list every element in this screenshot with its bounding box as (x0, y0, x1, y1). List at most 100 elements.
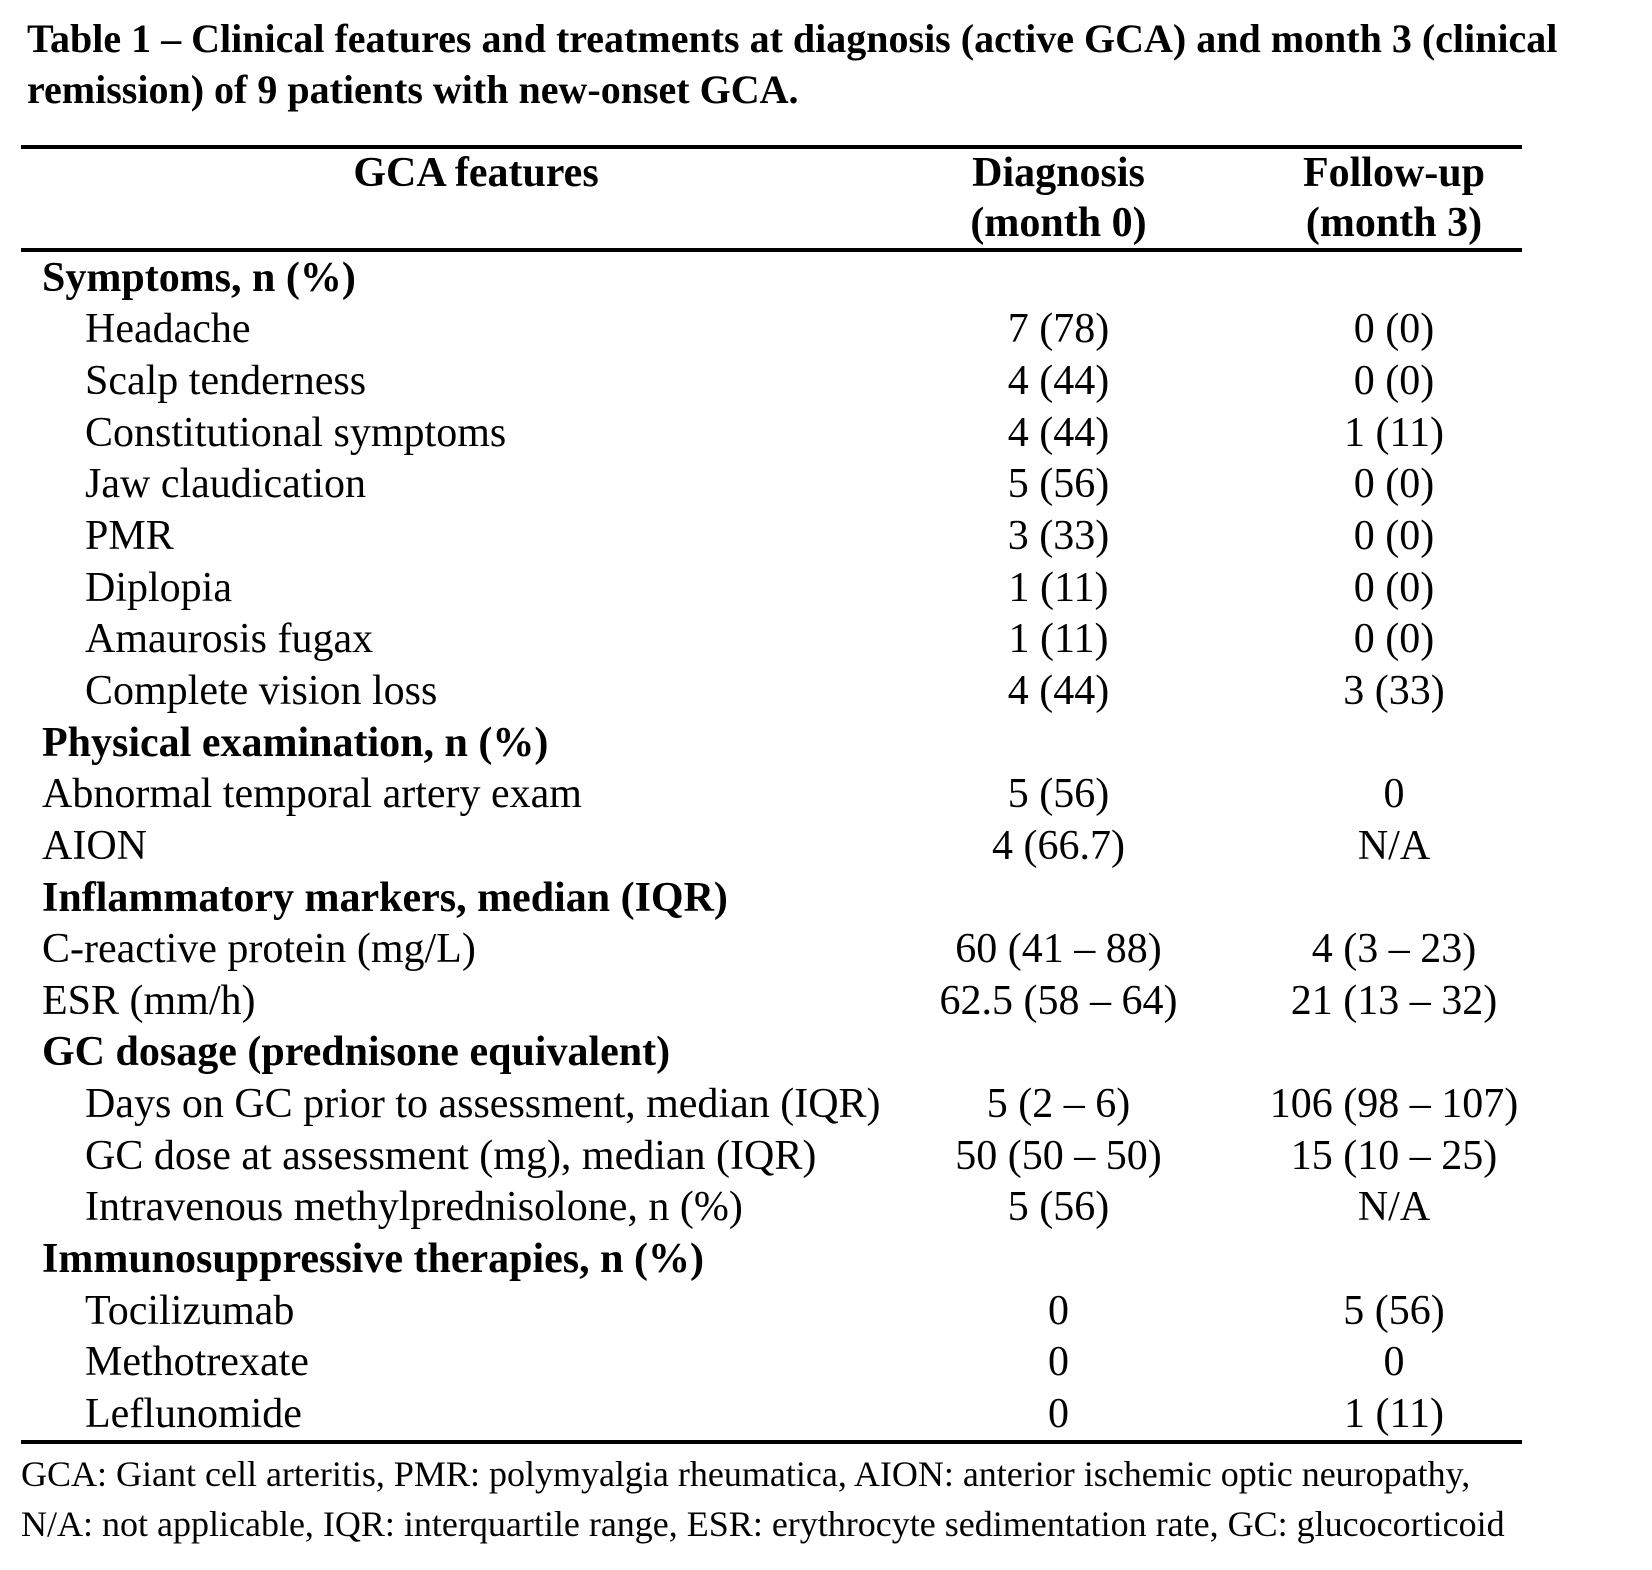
table-row-section-physical-examination: Physical examination, n (%) (21, 717, 1522, 769)
row-label: Methotrexate (85, 1339, 309, 1386)
table-row-section-symptoms: Symptoms, n (%) (21, 252, 1522, 304)
followup-value: 0 (1383, 1339, 1405, 1386)
followup-value: 0 (0) (1353, 306, 1435, 353)
footnote-line-2: N/A: not applicable, IQR: interquartile … (21, 1503, 1505, 1544)
followup-value: 0 (0) (1353, 616, 1435, 663)
table-row-abnormal-temporal-artery-exam: Abnormal temporal artery exam 5 (56) 0 (21, 768, 1522, 820)
row-label: Tocilizumab (85, 1287, 295, 1334)
table-row-section-inflammatory-markers: Inflammatory markers, median (IQR) (21, 872, 1522, 924)
diagnosis-value: 4 (44) (1007, 409, 1110, 456)
table-row-esr: ESR (mm/h) 62.5 (58 – 64) 21 (13 – 32) (21, 975, 1522, 1027)
header-row-1: GCA features Diagnosis Follow-up (21, 149, 1522, 199)
table-row-section-immunosuppressive-therapies: Immunosuppressive therapies, n (%) (21, 1233, 1522, 1285)
followup-value: N/A (1357, 1184, 1431, 1231)
table-row-leflunomide: Leflunomide 0 1 (11) (21, 1388, 1522, 1440)
followup-value: 21 (13 – 32) (1290, 977, 1498, 1024)
row-label: PMR (85, 513, 174, 560)
followup-value: N/A (1357, 822, 1431, 869)
top-rule (21, 145, 1522, 149)
row-label: Inflammatory markers, median (IQR) (42, 874, 728, 921)
followup-value: 0 (0) (1353, 358, 1435, 405)
diagnosis-value: 5 (56) (1007, 771, 1110, 818)
table-row-c-reactive-protein: C-reactive protein (mg/L) 60 (41 – 88) 4… (21, 923, 1522, 975)
followup-value: 1 (11) (1344, 1390, 1444, 1437)
followup-value: 15 (10 – 25) (1290, 1132, 1498, 1179)
column-header-gca-features-sub (21, 199, 851, 249)
row-label: Immunosuppressive therapies, n (%) (42, 1235, 704, 1282)
row-label: Physical examination, n (%) (42, 719, 549, 766)
table-title: Table 1 – Clinical features and treatmen… (27, 16, 1558, 112)
row-label: Days on GC prior to assessment, median (… (85, 1081, 881, 1128)
column-header-gca-features: GCA features (353, 150, 599, 196)
footnote-line-1: GCA: Giant cell arteritis, PMR: polymyal… (21, 1453, 1471, 1494)
diagnosis-value: 0 (1048, 1390, 1069, 1437)
followup-value: 0 (0) (1353, 513, 1435, 560)
row-label: ESR (mm/h) (42, 977, 256, 1024)
diagnosis-value: 4 (66.7) (992, 822, 1125, 869)
row-label: Jaw claudication (85, 461, 367, 508)
table-row-headache: Headache 7 (78) 0 (0) (21, 304, 1522, 356)
column-header-followup: Follow-up (1302, 150, 1486, 196)
diagnosis-value: 1 (11) (1008, 564, 1109, 611)
diagnosis-value: 5 (56) (1007, 461, 1110, 508)
table-row-methotrexate: Methotrexate 0 0 (21, 1336, 1522, 1388)
row-label: Diplopia (85, 564, 232, 611)
followup-value: 0 (0) (1353, 564, 1435, 611)
diagnosis-value: 5 (2 – 6) (986, 1081, 1131, 1128)
table-row-days-on-gc: Days on GC prior to assessment, median (… (21, 1078, 1522, 1130)
diagnosis-value: 3 (33) (1007, 513, 1110, 560)
row-label: Abnormal temporal artery exam (42, 771, 582, 818)
row-label: Headache (85, 306, 251, 353)
row-label: Leflunomide (85, 1390, 302, 1437)
column-header-diagnosis-sub: (month 0) (970, 199, 1147, 246)
row-label: Intravenous methylprednisolone, n (%) (85, 1184, 743, 1231)
followup-value: 3 (33) (1343, 667, 1445, 714)
row-label: Symptoms, n (%) (42, 254, 356, 301)
diagnosis-value: 62.5 (58 – 64) (939, 977, 1178, 1024)
diagnosis-value: 4 (44) (1007, 667, 1110, 714)
row-label: Scalp tenderness (85, 358, 367, 405)
header-rule (21, 248, 1522, 252)
header-row-2: (month 0) (month 3) (21, 199, 1522, 249)
row-label: AION (42, 822, 147, 869)
table-row-tocilizumab: Tocilizumab 0 5 (56) (21, 1285, 1522, 1337)
footnote: GCA: Giant cell arteritis, PMR: polymyal… (21, 1449, 1652, 1549)
table-row-constitutional-symptoms: Constitutional symptoms 4 (44) 1 (11) (21, 407, 1522, 459)
followup-value: 0 (1383, 771, 1405, 818)
diagnosis-value: 50 (50 – 50) (955, 1132, 1162, 1179)
table-row-section-gc-dosage: GC dosage (prednisone equivalent) (21, 1027, 1522, 1079)
diagnosis-value: 0 (1048, 1287, 1069, 1334)
table-row-intravenous-methylprednisolone: Intravenous methylprednisolone, n (%) 5 … (21, 1182, 1522, 1234)
row-label: Complete vision loss (85, 667, 438, 714)
table-row-jaw-claudication: Jaw claudication 5 (56) 0 (0) (21, 459, 1522, 511)
bottom-rule (21, 1439, 1522, 1444)
diagnosis-value: 60 (41 – 88) (955, 926, 1162, 973)
table-row-complete-vision-loss: Complete vision loss 4 (44) 3 (33) (21, 665, 1522, 717)
table-row-diplopia: Diplopia 1 (11) 0 (0) (21, 562, 1522, 614)
table-row-aion: AION 4 (66.7) N/A (21, 820, 1522, 872)
diagnosis-value: 1 (11) (1008, 616, 1109, 663)
table-row-pmr: PMR 3 (33) 0 (0) (21, 510, 1522, 562)
followup-value: 0 (0) (1353, 461, 1435, 508)
row-label: C-reactive protein (mg/L) (42, 926, 476, 973)
row-label: GC dose at assessment (mg), median (IQR) (85, 1132, 817, 1179)
diagnosis-value: 5 (56) (1007, 1184, 1110, 1231)
row-label: GC dosage (prednisone equivalent) (42, 1029, 671, 1076)
table-row-amaurosis-fugax: Amaurosis fugax 1 (11) 0 (0) (21, 613, 1522, 665)
followup-value: 5 (56) (1343, 1287, 1445, 1334)
table-row-gc-dose-at-assessment: GC dose at assessment (mg), median (IQR)… (21, 1130, 1522, 1182)
row-label: Constitutional symptoms (85, 409, 507, 456)
table-body: Symptoms, n (%) Headache 7 (78) 0 (0) Sc… (21, 252, 1522, 1440)
diagnosis-value: 0 (1048, 1339, 1069, 1386)
table-row-scalp-tenderness: Scalp tenderness 4 (44) 0 (0) (21, 355, 1522, 407)
diagnosis-value: 7 (78) (1007, 306, 1110, 353)
row-label: Amaurosis fugax (85, 616, 374, 663)
column-header-followup-sub: (month 3) (1305, 199, 1483, 246)
followup-value: 106 (98 – 107) (1269, 1081, 1519, 1128)
table-header: GCA features Diagnosis Follow-up (month … (21, 149, 1522, 248)
diagnosis-value: 4 (44) (1007, 358, 1110, 405)
followup-value: 1 (11) (1344, 409, 1444, 456)
column-header-diagnosis: Diagnosis (972, 150, 1145, 196)
followup-value: 4 (3 – 23) (1311, 926, 1477, 973)
